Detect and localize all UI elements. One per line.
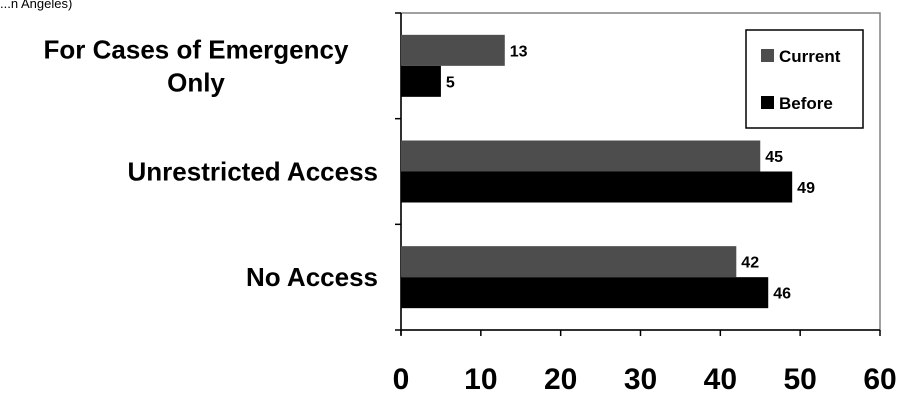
x-tick-label: 30 [624, 363, 657, 394]
x-tick-label: 10 [464, 363, 497, 394]
bar-before-1 [401, 65, 441, 97]
legend-label-before: Before [779, 94, 833, 113]
data-label: 46 [773, 286, 791, 303]
data-label: 13 [510, 43, 528, 60]
data-label: 49 [797, 180, 815, 197]
data-label: 5 [446, 74, 455, 91]
bar-current-1 [401, 34, 505, 66]
category-label: No Access [246, 262, 378, 292]
legend-label-current: Current [779, 47, 841, 66]
x-tick-label: 40 [704, 363, 737, 394]
x-tick-label: 60 [863, 363, 896, 394]
legend-swatch-before [761, 96, 774, 109]
category-label: Unrestricted Access [128, 157, 379, 187]
bar-current-2 [401, 140, 761, 172]
x-tick-label: 50 [783, 363, 816, 394]
x-tick-label: 20 [544, 363, 577, 394]
header-fragment: ...n Angeles) [0, 0, 73, 11]
category-label: For Cases of Emergency Only [44, 34, 349, 97]
data-label: 42 [741, 255, 759, 272]
bar-current-3 [401, 246, 737, 278]
legend-swatch-current [761, 49, 774, 62]
x-tick-label: 0 [393, 363, 410, 394]
bar-before-3 [401, 277, 769, 309]
bar-before-2 [401, 171, 793, 203]
legend-box [745, 29, 864, 129]
data-label: 45 [765, 149, 783, 166]
